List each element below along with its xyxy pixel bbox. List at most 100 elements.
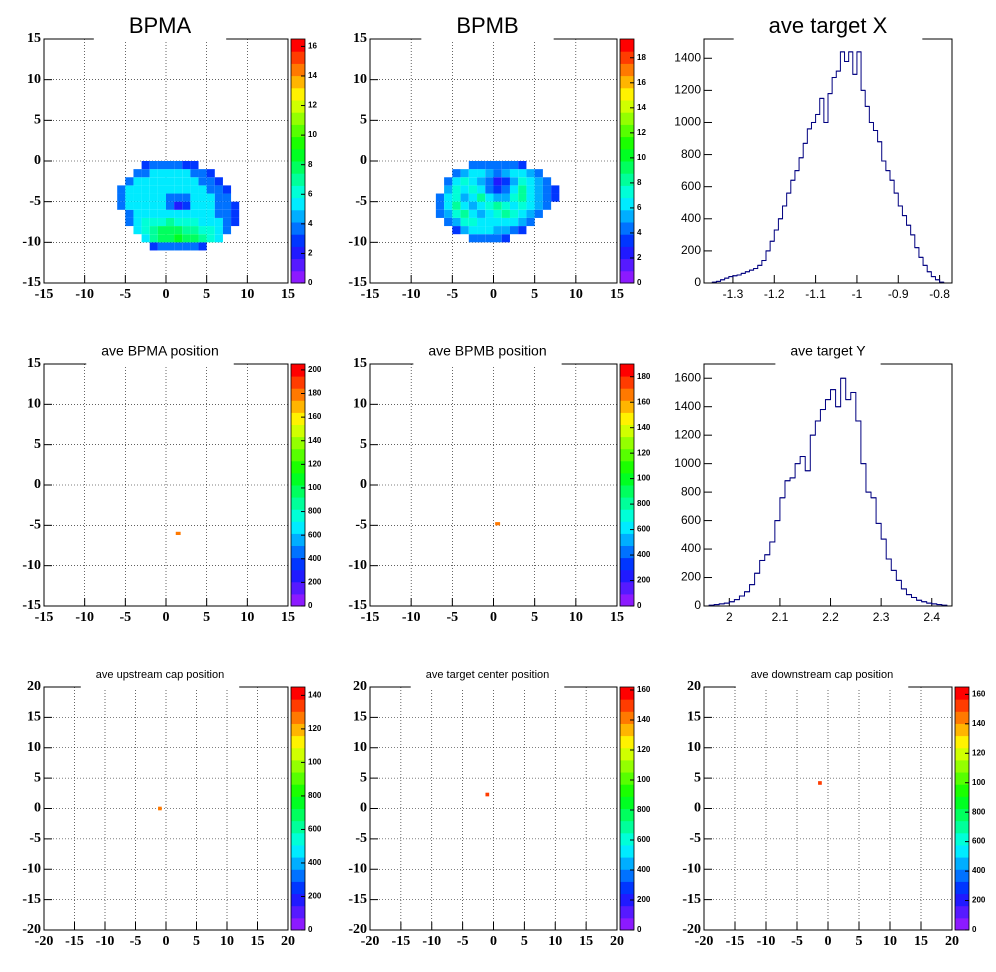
x-tick-label: 0	[163, 934, 170, 949]
y-tick-label: 10	[353, 740, 367, 755]
cell	[174, 226, 183, 235]
cell	[509, 209, 519, 218]
cell	[477, 209, 486, 218]
x-tick-label: 15	[251, 934, 265, 949]
cell	[509, 193, 519, 202]
cell	[175, 531, 181, 536]
cell	[518, 193, 527, 202]
title-box	[93, 9, 227, 41]
color-band	[291, 808, 305, 822]
y-tick-label: 10	[687, 740, 701, 755]
y-tick-label: 20	[687, 679, 701, 694]
z-tick-label: 800	[308, 507, 322, 516]
cell	[133, 185, 142, 194]
cell	[190, 209, 199, 218]
cell	[166, 217, 175, 227]
color-band	[291, 711, 305, 724]
x-tick-label: -5	[446, 287, 458, 302]
z-tick-label: 400	[308, 554, 322, 563]
cell	[198, 234, 207, 243]
y-tick-label: -15	[682, 892, 701, 907]
color-band	[291, 376, 305, 389]
chart-title: BPMA	[129, 13, 192, 38]
color-band	[620, 448, 634, 462]
cell	[198, 209, 207, 218]
z-tick-label: 180	[637, 372, 651, 381]
y-tick-label: -5	[355, 194, 367, 209]
y-tick-label: 1200	[674, 427, 701, 441]
color-band	[620, 917, 634, 931]
y-tick-label: -10	[682, 861, 701, 876]
y-tick-label: 200	[681, 570, 701, 584]
cell	[117, 201, 126, 210]
cell	[174, 217, 183, 227]
x-tick-label: -15	[726, 934, 745, 949]
color-bar	[619, 686, 635, 931]
cell	[125, 201, 134, 210]
x-tick-label: -0.9	[888, 287, 909, 301]
cell	[141, 226, 150, 235]
z-tick-label: 2	[637, 253, 642, 262]
cell	[182, 242, 191, 251]
cell	[174, 209, 183, 218]
y-tick-label: 10	[27, 397, 41, 412]
color-band	[291, 222, 305, 235]
cell	[485, 169, 494, 178]
cell	[501, 169, 510, 178]
cell	[133, 201, 142, 210]
z-tick-label: 0	[308, 925, 313, 934]
cell	[141, 169, 150, 178]
outline	[708, 377, 948, 606]
color-band	[291, 412, 305, 425]
color-band	[620, 497, 634, 510]
color-band	[291, 893, 305, 907]
z-tick-label: 10	[308, 130, 317, 139]
x-tick-label: 5	[856, 934, 863, 949]
cell	[231, 209, 240, 218]
cell	[141, 234, 150, 243]
cell	[501, 209, 510, 218]
y-tick-label: 600	[681, 513, 701, 527]
cell	[117, 185, 126, 194]
cell	[468, 169, 478, 178]
cell	[157, 209, 166, 218]
y-tick-label: 5	[34, 437, 41, 452]
cell	[214, 185, 223, 194]
color-band	[291, 869, 305, 882]
cell	[158, 806, 162, 811]
color-band	[291, 533, 305, 546]
x-tick-label: -5	[446, 610, 458, 625]
color-band	[620, 869, 634, 882]
color-band	[620, 796, 634, 809]
cell	[157, 161, 166, 170]
cell	[182, 201, 191, 210]
cell	[214, 234, 223, 243]
color-band	[620, 569, 634, 583]
cell	[141, 217, 150, 227]
x-tick-label: 0	[490, 610, 497, 625]
cell	[174, 185, 183, 194]
cell	[157, 169, 166, 178]
cell	[509, 185, 519, 194]
z-tick-label: 2	[308, 249, 313, 258]
cell	[468, 201, 478, 210]
color-band	[620, 844, 634, 858]
z-tick-label: 600	[637, 525, 651, 534]
cell	[182, 234, 191, 243]
title-box	[413, 342, 562, 366]
color-band	[620, 173, 634, 186]
cell	[501, 226, 510, 235]
cell	[477, 177, 486, 186]
color-band	[291, 723, 305, 737]
color-band	[291, 136, 305, 150]
cell	[534, 169, 543, 178]
z-tick-label: 140	[308, 436, 322, 445]
x-tick-label: 2	[726, 610, 733, 624]
color-band	[620, 820, 634, 834]
color-band	[955, 711, 969, 724]
cell	[141, 201, 150, 210]
z-tick-label: 12	[637, 128, 646, 137]
z-tick-label: 600	[308, 825, 322, 834]
cell	[501, 234, 510, 243]
